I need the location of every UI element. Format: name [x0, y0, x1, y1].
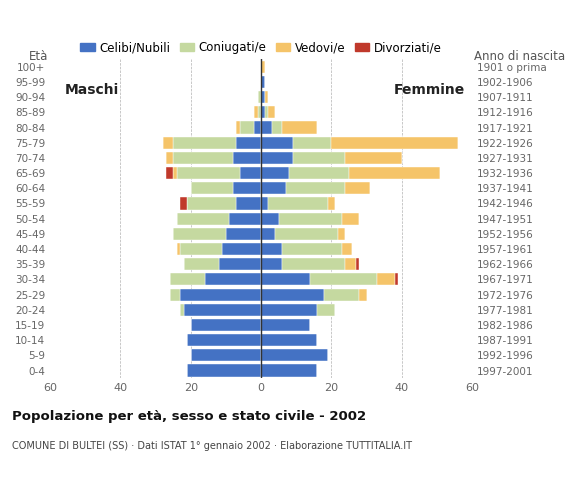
Bar [342, 213, 360, 225]
Bar [258, 106, 261, 119]
Bar [282, 258, 346, 270]
Bar [180, 243, 222, 255]
Bar [261, 182, 286, 194]
Bar [177, 243, 180, 255]
Bar [240, 121, 254, 133]
Bar [187, 334, 261, 346]
Bar [268, 106, 275, 119]
Bar [261, 121, 271, 133]
Bar [233, 152, 261, 164]
Bar [282, 243, 342, 255]
Text: COMUNE DI BULTEI (SS) · Dati ISTAT 1° gennaio 2002 · Elaborazione TUTTITALIA.IT: COMUNE DI BULTEI (SS) · Dati ISTAT 1° ge… [12, 441, 412, 451]
Bar [173, 152, 233, 164]
Bar [261, 137, 293, 149]
Bar [166, 152, 173, 164]
Bar [169, 288, 180, 300]
Bar [356, 258, 360, 270]
Bar [261, 91, 264, 103]
Bar [324, 288, 360, 300]
Bar [286, 182, 346, 194]
Bar [258, 91, 261, 103]
Bar [254, 106, 258, 119]
Text: Maschi: Maschi [65, 83, 119, 97]
Bar [293, 152, 346, 164]
Bar [261, 243, 282, 255]
Bar [317, 304, 335, 316]
Bar [169, 273, 205, 286]
Bar [184, 258, 219, 270]
Bar [346, 152, 402, 164]
Bar [191, 182, 233, 194]
Bar [261, 273, 310, 286]
Bar [261, 167, 289, 179]
Bar [205, 273, 261, 286]
Bar [293, 137, 331, 149]
Bar [328, 197, 335, 210]
Bar [180, 197, 187, 210]
Bar [166, 167, 173, 179]
Bar [230, 213, 261, 225]
Bar [173, 167, 177, 179]
Bar [191, 319, 261, 331]
Bar [338, 228, 346, 240]
Bar [261, 152, 293, 164]
Text: Età: Età [29, 49, 48, 62]
Bar [271, 121, 282, 133]
Bar [268, 197, 328, 210]
Bar [173, 137, 237, 149]
Bar [177, 213, 230, 225]
Bar [187, 197, 237, 210]
Bar [394, 273, 398, 286]
Bar [184, 304, 261, 316]
Text: Popolazione per età, sesso e stato civile - 2002: Popolazione per età, sesso e stato civil… [12, 410, 366, 423]
Bar [278, 213, 342, 225]
Bar [191, 349, 261, 361]
Bar [219, 258, 261, 270]
Bar [261, 349, 328, 361]
Bar [237, 137, 261, 149]
Bar [261, 197, 268, 210]
Bar [261, 288, 324, 300]
Bar [180, 288, 261, 300]
Bar [264, 106, 268, 119]
Bar [261, 319, 310, 331]
Bar [261, 364, 317, 377]
Bar [275, 228, 338, 240]
Bar [331, 137, 458, 149]
Bar [222, 243, 261, 255]
Bar [261, 106, 264, 119]
Bar [162, 137, 173, 149]
Bar [254, 121, 261, 133]
Bar [360, 288, 367, 300]
Bar [187, 364, 261, 377]
Text: Anno di nascita: Anno di nascita [474, 49, 565, 62]
Text: Femmine: Femmine [394, 83, 465, 97]
Bar [261, 76, 264, 88]
Bar [282, 121, 317, 133]
Bar [226, 228, 261, 240]
Bar [261, 304, 317, 316]
Bar [261, 60, 264, 73]
Bar [173, 228, 226, 240]
Bar [240, 167, 261, 179]
Bar [180, 304, 184, 316]
Bar [342, 243, 353, 255]
Bar [233, 182, 261, 194]
Bar [177, 167, 240, 179]
Bar [346, 182, 370, 194]
Bar [261, 228, 275, 240]
Bar [237, 121, 240, 133]
Bar [261, 258, 282, 270]
Bar [377, 273, 394, 286]
Bar [264, 91, 268, 103]
Legend: Celibi/Nubili, Coniugati/e, Vedovi/e, Divorziati/e: Celibi/Nubili, Coniugati/e, Vedovi/e, Di… [76, 36, 447, 59]
Bar [349, 167, 440, 179]
Bar [289, 167, 349, 179]
Bar [237, 197, 261, 210]
Bar [346, 258, 356, 270]
Bar [261, 213, 278, 225]
Bar [310, 273, 377, 286]
Bar [261, 334, 317, 346]
